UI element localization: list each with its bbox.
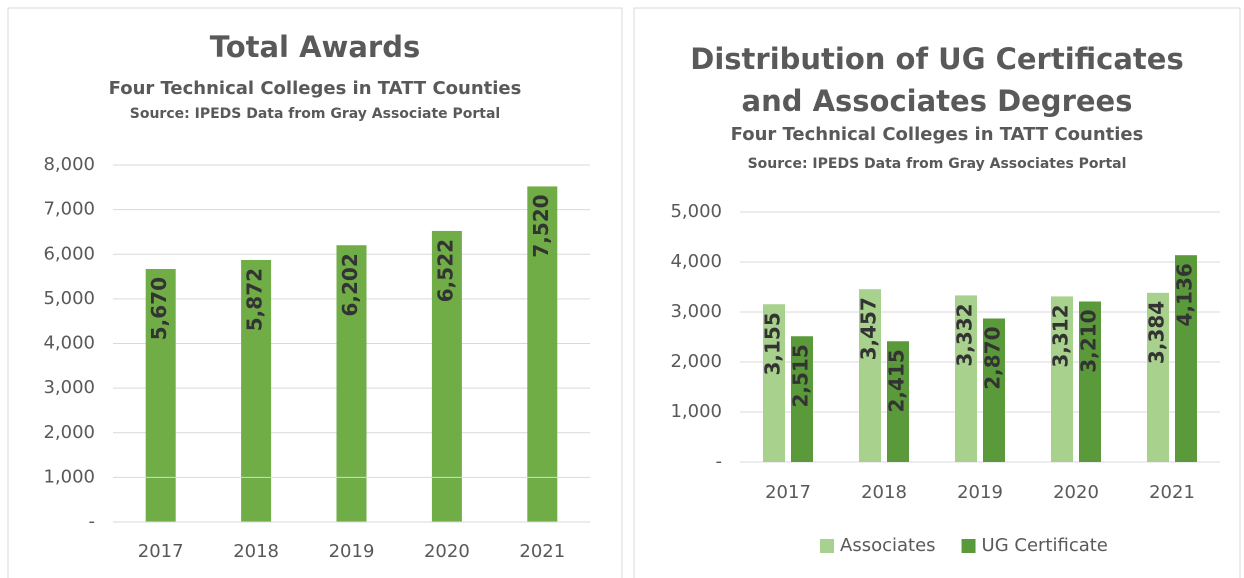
panel-border (7, 7, 623, 578)
x-tick-label: 2021 (519, 541, 565, 562)
bar (791, 336, 813, 462)
y-tick-label: 3,000 (670, 301, 722, 322)
bar (1175, 255, 1197, 462)
legend-swatch (961, 539, 976, 553)
legend-label: UG Certificate (982, 535, 1108, 556)
panel-border (633, 7, 1241, 578)
y-tick-label: 6,000 (43, 243, 95, 264)
data-label: 7,520 (529, 194, 553, 257)
data-label: 3,155 (761, 312, 785, 375)
bar (955, 295, 977, 462)
chart-subtitle: Four Technical Colleges in TATT Counties (108, 78, 522, 99)
data-label: 3,332 (953, 303, 977, 366)
data-label: 3,312 (1049, 304, 1073, 367)
y-tick-label: - (89, 511, 96, 532)
x-tick-label: 2018 (233, 541, 279, 562)
y-tick-label: 3,000 (43, 377, 95, 398)
y-tick-label: 5,000 (43, 288, 95, 309)
chart-source: Source: IPEDS Data from Gray Associate P… (129, 106, 501, 122)
data-label: 2,515 (789, 344, 813, 407)
data-label: 4,136 (1173, 263, 1197, 326)
data-label: 6,522 (433, 239, 457, 302)
bar (887, 341, 909, 462)
data-label: 3,384 (1145, 301, 1169, 364)
y-tick-label: 7,000 (43, 199, 95, 220)
y-tick-label: 8,000 (43, 154, 95, 175)
bar (431, 230, 462, 522)
bar (1051, 296, 1073, 462)
x-tick-label: 2020 (1053, 482, 1099, 503)
bar (859, 289, 881, 462)
bar (145, 268, 176, 522)
x-tick-label: 2021 (1149, 482, 1195, 503)
data-label: 3,457 (857, 297, 881, 360)
bar (527, 186, 558, 523)
x-tick-label: 2018 (861, 482, 907, 503)
y-tick-label: - (716, 451, 723, 472)
x-tick-label: 2017 (765, 482, 811, 503)
data-label: 5,872 (243, 268, 267, 331)
bar (241, 259, 272, 522)
bar (336, 245, 367, 522)
y-tick-label: 4,000 (43, 333, 95, 354)
y-tick-label: 1,000 (670, 401, 722, 422)
x-tick-label: 2017 (138, 541, 184, 562)
bar (1079, 301, 1101, 462)
data-label: 6,202 (338, 253, 362, 316)
y-tick-label: 1,000 (43, 466, 95, 487)
chart-title: Distribution of UG Certificates and Asso… (690, 42, 1184, 118)
y-tick-label: 5,000 (670, 201, 722, 222)
legend-label: Associates (840, 535, 936, 556)
y-tick-label: 2,000 (670, 351, 722, 372)
x-tick-label: 2020 (424, 541, 470, 562)
y-tick-label: 2,000 (43, 422, 95, 443)
data-label: 3,210 (1077, 310, 1101, 373)
x-tick-label: 2019 (329, 541, 375, 562)
data-label: 2,870 (981, 327, 1005, 390)
chart-subtitle: Four Technical Colleges in TATT Counties (730, 124, 1144, 145)
chart-title: Total Awards (209, 30, 421, 64)
data-label: 5,670 (147, 277, 171, 340)
bar (1147, 292, 1169, 462)
bar (763, 304, 785, 462)
data-label: 2,415 (885, 349, 909, 412)
bar (983, 318, 1005, 462)
legend-swatch (820, 539, 834, 553)
x-tick-label: 2019 (957, 482, 1003, 503)
chart-source: Source: IPEDS Data from Gray Associates … (747, 156, 1127, 172)
y-tick-label: 4,000 (670, 251, 722, 272)
